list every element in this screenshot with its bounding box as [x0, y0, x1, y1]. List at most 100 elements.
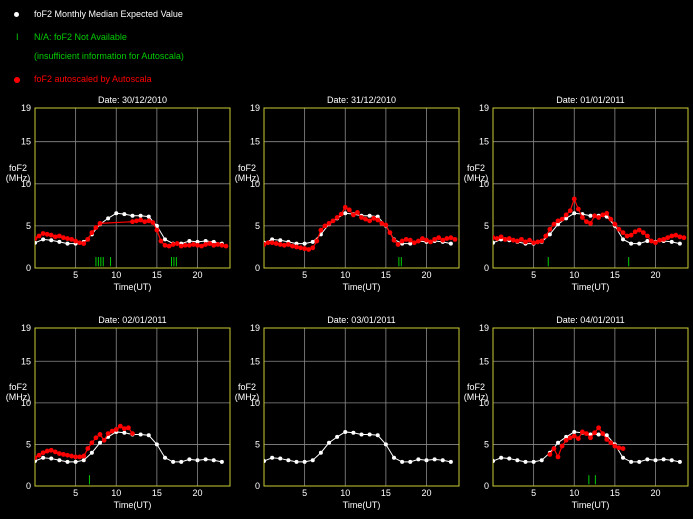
median-point — [278, 456, 283, 461]
autoscaled-point — [665, 235, 671, 241]
autoscaled-point — [355, 210, 360, 215]
x-tick-label: 15 — [381, 270, 391, 280]
y-axis-label: foF2 (MHz) — [464, 382, 489, 402]
autoscaled-point — [506, 236, 512, 241]
median-point — [596, 432, 601, 437]
chart-panel: Date: 31/12/2010 0 5 10 15 19 5 10 15 20 foF2 (MHz)… — [235, 95, 460, 292]
autoscaled-point — [35, 236, 38, 241]
y-tick-label: 19 — [479, 103, 489, 113]
autoscaled-point — [559, 443, 565, 449]
median-point — [146, 214, 151, 219]
y-axis-label-part: (MHz) — [6, 392, 31, 402]
median-point — [392, 455, 396, 460]
plot-area — [264, 429, 453, 464]
autoscaled-point — [628, 232, 634, 238]
autoscaled-point — [77, 454, 83, 460]
median-point — [556, 440, 560, 445]
chart-title: Date: 31/12/2010 — [327, 95, 396, 105]
plot-frame — [34, 327, 231, 487]
autoscaled-point — [81, 241, 87, 246]
autoscaled-point — [600, 212, 606, 218]
y-axis-label-part: foF2 — [238, 163, 256, 173]
plot-area — [264, 204, 458, 267]
autoscaled-point — [314, 238, 320, 244]
median-point — [163, 237, 167, 242]
plot-frame — [263, 107, 460, 269]
autoscaled-point — [420, 236, 425, 241]
autoscaled-point — [424, 237, 429, 243]
y-axis-label-part: foF2 — [467, 163, 485, 173]
chart-title: Date: 01/01/2011 — [556, 95, 624, 105]
autoscaled-point — [567, 435, 573, 441]
y-axis-label-part: (MHz) — [235, 392, 260, 402]
y-tick-label: 15 — [250, 137, 260, 147]
autoscaled-point — [452, 236, 458, 242]
autoscaled-point — [494, 236, 500, 241]
legend-auto-symbol — [14, 77, 20, 83]
autoscaled-point — [596, 425, 602, 431]
autoscaled-point — [342, 204, 348, 210]
autoscaled-point — [636, 227, 642, 233]
x-tick-label: 20 — [192, 488, 202, 498]
autoscaled-point — [203, 242, 209, 247]
y-tick-label: 5 — [484, 221, 489, 231]
median-point — [645, 239, 650, 244]
autoscaled-point — [596, 215, 602, 220]
y-axis-label-part: (MHz) — [464, 173, 489, 183]
plot-area — [493, 425, 682, 485]
y-tick-label: 19 — [250, 323, 260, 333]
x-axis-label: Time(UT) — [114, 282, 152, 292]
median-point — [310, 239, 315, 244]
x-axis-label: Time(UT) — [343, 500, 381, 510]
y-axis-label-part: (MHz) — [235, 173, 260, 183]
median-point — [564, 216, 569, 221]
plot-frame — [34, 107, 231, 269]
median-point — [375, 214, 380, 219]
median-point — [448, 459, 453, 464]
autoscaled-point — [448, 235, 454, 241]
autoscaled-point — [436, 235, 442, 241]
autoscaled-point — [543, 233, 549, 239]
median-point — [318, 450, 323, 455]
autoscaled-point — [48, 232, 54, 238]
median-point — [440, 458, 445, 463]
x-tick-label: 5 — [302, 270, 307, 280]
autoscaled-point — [138, 217, 144, 223]
y-tick-label: 10 — [250, 179, 260, 189]
median-point — [493, 240, 495, 245]
median-point — [195, 458, 200, 463]
autoscaled-point — [531, 240, 537, 246]
legend-na-sub-label: (insufficient information for Autoscala) — [34, 51, 184, 61]
median-series-line — [493, 431, 680, 463]
autoscaled-point — [150, 220, 156, 225]
median-point — [677, 241, 682, 246]
autoscaled-point — [81, 453, 87, 459]
autoscaled-point — [375, 217, 381, 223]
legend-median-symbol — [14, 12, 19, 17]
autoscaled-point — [97, 432, 103, 437]
autoscaled-point — [363, 216, 368, 222]
median-point — [637, 459, 642, 464]
autoscaled-point — [318, 227, 324, 233]
median-point — [677, 459, 682, 464]
autoscaled-point — [306, 247, 312, 252]
median-point — [408, 459, 413, 464]
median-point — [203, 457, 208, 462]
y-tick-label: 5 — [26, 439, 31, 449]
y-axis-label: foF2 (MHz) — [235, 163, 260, 183]
autoscaled-point — [588, 435, 593, 441]
plot-frame — [263, 327, 460, 487]
autoscaled-point — [65, 236, 70, 241]
autoscaled-point — [294, 244, 299, 250]
median-point — [154, 442, 159, 447]
y-tick-label: 0 — [26, 263, 31, 273]
autoscaled-point — [677, 234, 683, 240]
median-point — [310, 458, 315, 463]
y-tick-label: 5 — [255, 221, 260, 231]
autoscaled-point — [142, 219, 148, 225]
autoscaled-point — [432, 236, 438, 242]
median-point — [515, 458, 520, 463]
autoscaled-point — [162, 242, 168, 248]
autoscaled-point — [644, 233, 650, 239]
